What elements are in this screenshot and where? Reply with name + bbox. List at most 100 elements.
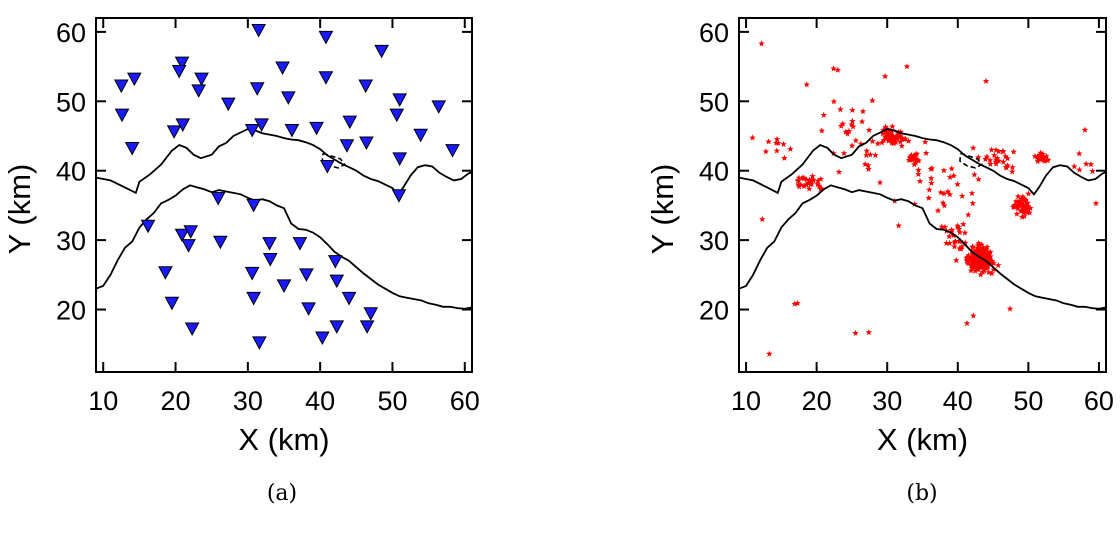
event-star-marker <box>995 148 1002 155</box>
event-star-marker <box>991 152 998 159</box>
station-triangle-marker <box>275 61 290 76</box>
station-triangle-marker <box>431 100 447 114</box>
event-star-marker <box>944 188 952 195</box>
event-star-marker <box>1076 150 1083 157</box>
event-points <box>749 40 1100 357</box>
event-star-marker <box>889 132 896 139</box>
event-star-marker <box>808 180 815 187</box>
event-star-marker <box>985 268 992 276</box>
station-triangle-marker <box>213 235 228 250</box>
event-star-marker <box>759 215 766 222</box>
x-tick-label: 20 <box>802 386 832 416</box>
station-triangle-marker <box>413 128 429 143</box>
event-star-marker <box>953 257 960 264</box>
event-star-marker <box>940 190 948 197</box>
event-star-marker <box>971 256 978 263</box>
event-star-marker <box>848 142 856 149</box>
event-star-marker <box>1026 209 1033 216</box>
y-tick-label: 30 <box>699 226 729 256</box>
event-star-marker <box>848 121 855 128</box>
event-star-marker <box>880 137 887 144</box>
event-star-marker <box>863 147 870 154</box>
upper-boundary-line <box>95 128 473 196</box>
station-triangle-marker <box>392 93 408 107</box>
station-triangle-marker <box>251 23 267 38</box>
event-star-marker <box>948 165 955 172</box>
event-star-marker <box>941 223 949 230</box>
event-star-marker <box>912 159 919 166</box>
event-star-marker <box>975 154 982 161</box>
event-star-marker <box>1037 151 1044 158</box>
event-star-marker <box>989 258 996 265</box>
plot-frame <box>738 17 1107 373</box>
event-star-marker <box>872 151 879 158</box>
event-star-marker <box>955 237 963 245</box>
event-star-marker <box>886 134 893 141</box>
panel-b: 10 20 30 40 50 60 20 30 40 50 60 X (km) Y (km) (b) <box>645 17 1114 506</box>
event-star-marker <box>834 66 841 73</box>
event-star-marker <box>894 130 902 137</box>
panel-caption: (a) <box>267 481 297 506</box>
event-star-marker <box>1019 193 1027 200</box>
event-star-marker <box>888 129 895 136</box>
event-star-marker <box>795 176 802 183</box>
event-star-marker <box>814 181 821 188</box>
event-star-marker <box>922 149 930 156</box>
event-star-marker <box>987 248 994 255</box>
event-star-marker <box>810 176 817 184</box>
event-star-marker <box>962 239 969 246</box>
event-star-marker <box>982 246 989 253</box>
station-triangle-marker <box>392 152 408 166</box>
station-triangle-marker <box>191 84 207 98</box>
event-star-marker <box>939 199 947 206</box>
station-triangle-marker <box>389 108 405 123</box>
event-star-marker <box>957 245 965 252</box>
event-star-marker <box>773 135 781 142</box>
station-triangle-marker <box>358 79 374 94</box>
panel-caption: (b) <box>906 481 937 506</box>
event-star-marker <box>1017 195 1025 202</box>
event-star-marker <box>758 40 765 47</box>
event-star-marker <box>915 157 922 164</box>
event-star-marker <box>898 134 905 141</box>
event-star-marker <box>1000 158 1007 165</box>
event-star-marker <box>773 147 781 154</box>
station-triangle-marker <box>391 189 407 203</box>
event-star-marker <box>1034 157 1041 165</box>
event-star-marker <box>966 255 973 262</box>
event-star-marker <box>958 192 966 199</box>
event-star-marker <box>849 106 856 113</box>
x-tick-label: 40 <box>305 386 335 416</box>
event-star-marker <box>976 256 983 263</box>
event-star-marker <box>974 261 981 268</box>
station-triangle-marker <box>329 320 345 334</box>
station-triangle-marker <box>327 255 343 269</box>
event-star-marker <box>795 181 802 188</box>
event-star-marker <box>1019 204 1027 211</box>
event-star-marker <box>911 154 918 161</box>
station-triangle-marker <box>342 115 358 130</box>
event-star-marker <box>1004 155 1011 162</box>
event-star-marker <box>830 65 837 72</box>
event-star-marker <box>892 132 900 139</box>
map-boundaries <box>738 128 1107 310</box>
x-tick-label: 10 <box>88 386 118 416</box>
event-star-marker <box>969 200 976 207</box>
event-star-marker <box>1071 163 1078 170</box>
event-star-marker <box>888 139 895 146</box>
axis-ticks: 10 20 30 40 50 60 20 30 40 50 60 <box>56 18 480 416</box>
panel-a: 10 20 30 40 50 60 20 30 40 50 60 X (km) Y (km) (a) <box>2 17 480 506</box>
event-star-marker <box>977 246 984 253</box>
event-star-marker <box>865 165 872 172</box>
event-star-marker <box>954 180 961 188</box>
event-star-marker <box>980 244 987 251</box>
station-triangle-marker <box>220 97 236 112</box>
event-star-marker <box>1019 213 1026 220</box>
event-star-marker <box>897 128 904 135</box>
station-triangle-marker <box>276 279 292 293</box>
event-star-marker <box>976 241 983 248</box>
event-star-marker <box>1024 203 1031 210</box>
event-star-marker <box>911 200 918 207</box>
station-triangle-marker <box>174 228 190 243</box>
event-star-marker <box>865 329 873 336</box>
